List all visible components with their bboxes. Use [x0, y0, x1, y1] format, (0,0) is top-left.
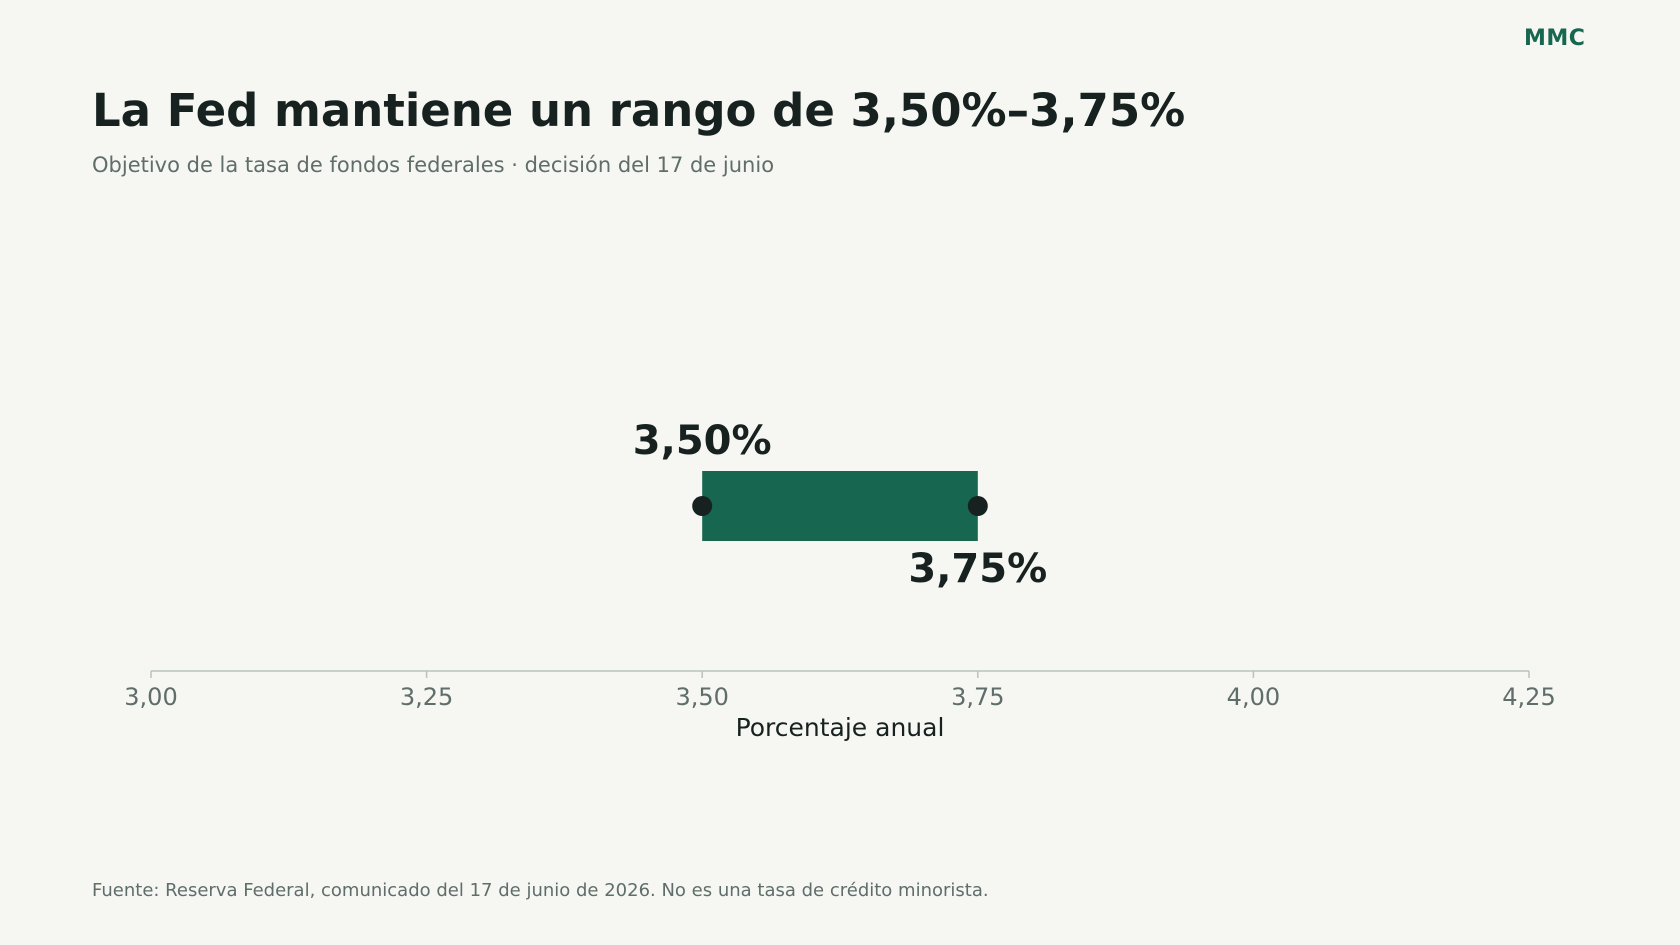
brand-logo: MMC: [1524, 26, 1586, 51]
range-bar: [702, 471, 978, 541]
range-low-marker: [692, 496, 713, 516]
x-tick-label: 3,00: [124, 683, 177, 711]
range-high-marker: [967, 496, 988, 516]
chart-subtitle: Objetivo de la tasa de fondos federales …: [92, 153, 775, 177]
range-low-label: 3,50%: [633, 418, 772, 464]
x-tick-label: 3,25: [400, 683, 453, 711]
x-tick-label: 4,25: [1502, 683, 1555, 711]
x-tick-label: 4,00: [1227, 683, 1280, 711]
x-tick-label: 3,75: [951, 683, 1004, 711]
x-axis-label: Porcentaje anual: [736, 713, 945, 742]
x-tick-label: 3,50: [675, 683, 728, 711]
chart-title: La Fed mantiene un rango de 3,50%–3,75%: [92, 84, 1186, 137]
range-high-label: 3,75%: [908, 546, 1047, 592]
x-axis-ticks: 3,00 3,25 3,50 3,75 4,00 4,25: [124, 671, 1556, 711]
source-note: Fuente: Reserva Federal, comunicado del …: [92, 880, 989, 901]
